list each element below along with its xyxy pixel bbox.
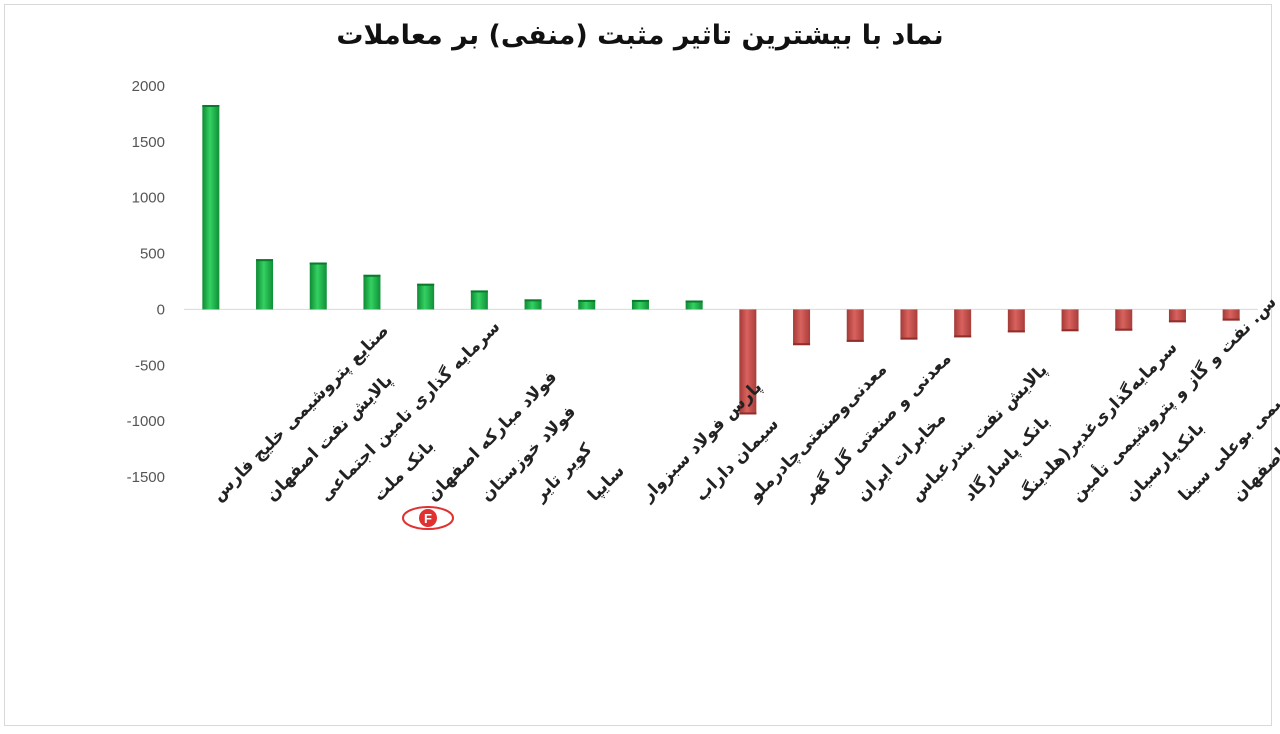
chart-title: نماد با بیشترین تاثیر مثبت (منفی) بر معا… bbox=[336, 20, 944, 51]
bar bbox=[1007, 309, 1025, 333]
bar bbox=[954, 309, 972, 338]
x-tick-label: فولاد خوزستان bbox=[477, 402, 580, 505]
bar bbox=[846, 309, 864, 342]
bar-cap bbox=[954, 335, 972, 338]
y-tick-label: -500 bbox=[135, 357, 165, 374]
bar-cap bbox=[256, 259, 274, 262]
bar-cap bbox=[524, 299, 542, 302]
bar-cap bbox=[846, 339, 864, 342]
bar-cap bbox=[1168, 320, 1186, 323]
bar-cap bbox=[1061, 329, 1079, 332]
bar-cap bbox=[793, 343, 811, 346]
bar bbox=[578, 299, 596, 310]
bar bbox=[470, 290, 488, 310]
y-tick-label: 0 bbox=[157, 301, 165, 318]
bar-cap bbox=[578, 299, 596, 302]
bar bbox=[417, 283, 435, 310]
bar bbox=[524, 299, 542, 310]
y-tick-label: -1000 bbox=[127, 413, 165, 430]
bar bbox=[1222, 309, 1240, 321]
bar-cap bbox=[470, 290, 488, 293]
bar-cap bbox=[1007, 330, 1025, 333]
bar-cap bbox=[631, 299, 649, 302]
y-tick-label: 1500 bbox=[132, 134, 165, 151]
bar bbox=[1115, 309, 1133, 331]
bar bbox=[900, 309, 918, 340]
bar-cap bbox=[739, 412, 757, 415]
bar-cap bbox=[202, 104, 220, 107]
bar bbox=[1168, 309, 1186, 323]
bar bbox=[739, 309, 757, 415]
y-tick-label: 500 bbox=[140, 246, 165, 263]
bar bbox=[309, 262, 327, 310]
bar bbox=[631, 299, 649, 310]
y-tick-label: -1500 bbox=[127, 469, 165, 486]
bar-cap bbox=[900, 337, 918, 340]
bar-cap bbox=[1222, 318, 1240, 321]
bar bbox=[685, 300, 703, 310]
bar bbox=[363, 274, 381, 310]
bar-cap bbox=[1115, 328, 1133, 331]
x-tick-label: سایپا bbox=[584, 461, 628, 505]
bar bbox=[202, 104, 220, 310]
bar bbox=[256, 259, 274, 310]
bar-cap bbox=[363, 274, 381, 277]
y-tick-label: 2000 bbox=[132, 78, 165, 95]
watermark-letter: F bbox=[424, 511, 432, 526]
bar bbox=[793, 309, 811, 346]
y-tick-label: 1000 bbox=[132, 190, 165, 207]
watermark-logo: F bbox=[402, 506, 454, 530]
bar-cap bbox=[685, 300, 703, 303]
bar bbox=[1061, 309, 1079, 332]
bar-cap bbox=[417, 283, 435, 286]
bar-cap bbox=[309, 262, 327, 265]
